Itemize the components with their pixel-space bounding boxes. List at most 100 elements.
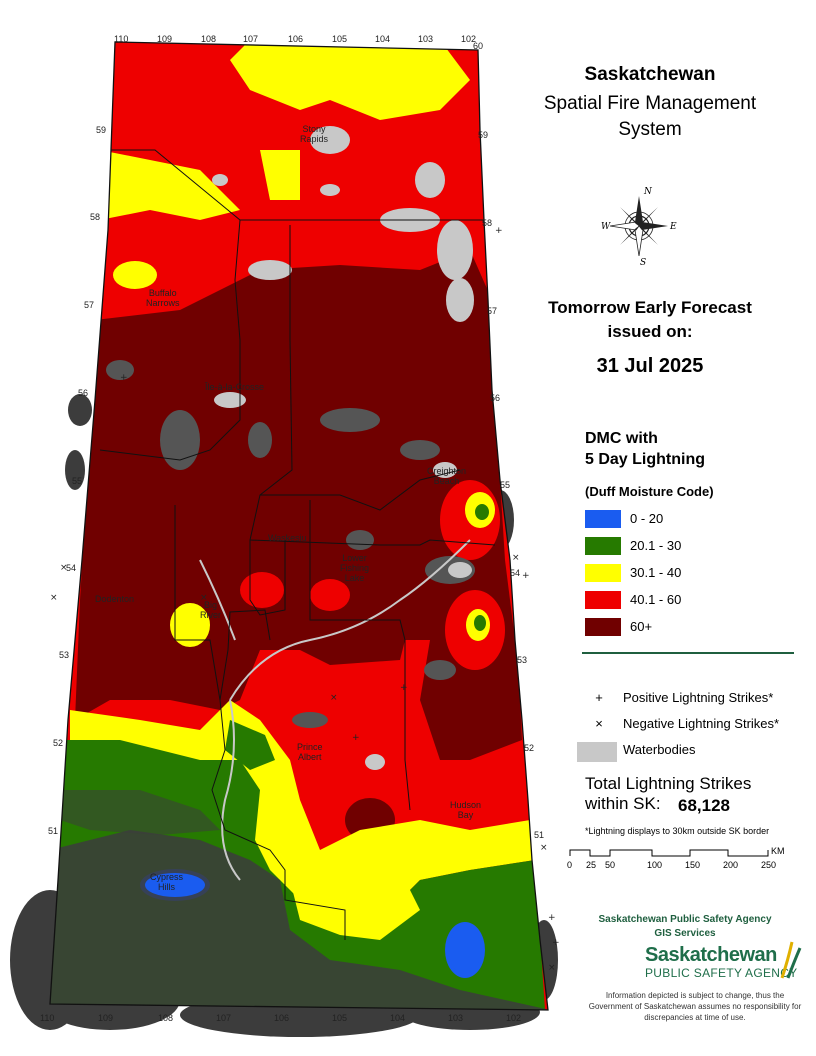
place-label: Hudson Bay xyxy=(450,800,482,820)
legend-class-label: 20.1 - 30 xyxy=(630,538,682,553)
latitude-label-right: 51 xyxy=(534,830,545,840)
latitude-label-right: 55 xyxy=(500,480,511,490)
scale-tick-label: 250 xyxy=(761,860,777,870)
svg-text:×: × xyxy=(50,593,58,603)
longitude-label-top: 104 xyxy=(375,34,391,44)
longitude-label-top: 102 xyxy=(461,34,477,44)
longitude-label-bottom: 103 xyxy=(448,1013,464,1023)
scale-tick-label: 50 xyxy=(605,860,616,870)
agency-logo-sub: PUBLIC SAFETY AGENCY xyxy=(645,966,798,980)
place-label: Buffalo Narrows xyxy=(146,288,180,308)
positive-strike-symbol: + xyxy=(595,690,603,705)
svg-text:×: × xyxy=(200,593,208,603)
svg-text:+: + xyxy=(400,683,408,693)
total-strikes-label: Total Lightning Strikes within SK: xyxy=(585,774,752,813)
compass-rose-icon: N S W E xyxy=(601,187,677,266)
svg-text:×: × xyxy=(330,693,338,703)
longitude-label-bottom: 108 xyxy=(158,1013,174,1023)
legend-title: DMC with 5 Day Lightning xyxy=(585,430,705,468)
svg-text:+: + xyxy=(548,913,556,923)
scale-bar xyxy=(569,849,769,857)
total-strikes-value: 68,128 xyxy=(678,796,730,815)
dmc-classes xyxy=(50,42,548,1010)
legend-subtitle: (Duff Moisture Code) xyxy=(585,484,714,499)
longitude-label-bottom: 105 xyxy=(332,1013,348,1023)
agency-credit: Saskatchewan Public Safety Agency GIS Se… xyxy=(598,914,772,939)
latitude-label-right: 58 xyxy=(482,218,493,228)
longitude-label-bottom: 106 xyxy=(274,1013,290,1023)
waterbodies-label: Waterbodies xyxy=(623,742,696,757)
latitude-label-right: 52 xyxy=(524,743,535,753)
longitude-label-top: 108 xyxy=(201,34,217,44)
svg-text:+: + xyxy=(120,373,128,383)
scale-unit: KM xyxy=(771,846,785,856)
legend-class-label: 30.1 - 40 xyxy=(630,565,682,580)
latitude-label-right: 54 xyxy=(510,568,521,578)
legend-class-label: 0 - 20 xyxy=(630,511,664,526)
svg-text:+: + xyxy=(522,571,530,581)
compass-w: W xyxy=(601,222,611,232)
svg-text:×: × xyxy=(60,563,68,573)
svg-text:×: × xyxy=(540,843,548,853)
latitude-label-left: 59 xyxy=(96,125,107,135)
place-label: Waskesiu xyxy=(268,533,307,543)
latitude-label-right: 57 xyxy=(487,306,498,316)
place-label: Cypress Hills xyxy=(150,872,184,892)
legend-class-label: 60+ xyxy=(630,619,653,634)
longitude-label-top: 107 xyxy=(243,34,259,44)
svg-text:×: × xyxy=(548,963,556,973)
agency-logo-name: Saskatchewan xyxy=(645,944,777,966)
lightning-note: *Lightning displays to 30km outside SK b… xyxy=(585,826,770,836)
scale-tick-label: 25 xyxy=(586,860,597,870)
longitude-label-top: 105 xyxy=(332,34,348,44)
scale-tick-label: 200 xyxy=(723,860,739,870)
latitude-label-left: 52 xyxy=(53,738,64,748)
scale-tick-label: 0 xyxy=(567,860,573,870)
top-right-latitude: 60 xyxy=(473,41,484,51)
svg-text:×: × xyxy=(512,553,520,563)
longitude-label-bottom: 102 xyxy=(506,1013,522,1023)
legend-swatch xyxy=(585,564,621,582)
place-label: Dodenton xyxy=(95,594,135,604)
legend-swatch xyxy=(585,510,621,528)
latitude-label-left: 51 xyxy=(48,826,59,836)
forecast-date: 31 Jul 2025 xyxy=(596,355,704,377)
legend-swatch xyxy=(585,591,621,609)
latitude-label-left: 53 xyxy=(59,650,70,660)
place-label: Lower Fishing Lake xyxy=(340,553,370,583)
negative-strike-label: Negative Lightning Strikes* xyxy=(623,716,780,731)
place-label: Île-à-la-Crosse xyxy=(205,382,265,392)
longitude-label-bottom: 107 xyxy=(216,1013,232,1023)
scale-tick-label: 100 xyxy=(647,860,663,870)
lightning-strike-marks: + × × × + × + + × + × + × + xyxy=(50,226,560,973)
negative-strike-symbol: × xyxy=(595,716,603,731)
compass-e: E xyxy=(669,222,677,232)
svg-text:+: + xyxy=(552,938,560,948)
legend-divider xyxy=(582,652,794,654)
compass-s: S xyxy=(640,258,646,266)
latitude-label-right: 53 xyxy=(517,655,528,665)
forecast-heading: Tomorrow Early Forecast issued on: xyxy=(548,298,752,341)
latitude-label-left: 58 xyxy=(90,212,101,222)
latitude-label-right: 56 xyxy=(490,393,501,403)
legend-class-label: 40.1 - 60 xyxy=(630,592,682,607)
svg-text:+: + xyxy=(495,226,503,236)
svg-text:+: + xyxy=(352,733,360,743)
positive-strike-label: Positive Lightning Strikes* xyxy=(623,690,774,705)
disclaimer: Information depicted is subject to chang… xyxy=(588,991,802,1022)
place-label: Creighton Beach xyxy=(427,466,467,486)
longitude-label-top: 103 xyxy=(418,34,434,44)
map-subtitle: Spatial Fire Management System xyxy=(543,93,757,140)
latitude-label-left: 54 xyxy=(66,563,77,573)
wheat-logo-icon xyxy=(780,941,802,979)
compass-n: N xyxy=(643,187,653,197)
place-label: Prince Albert xyxy=(297,742,323,762)
latitude-label-left: 55 xyxy=(72,476,83,486)
legend-swatch xyxy=(585,537,621,555)
map-title: Saskatchewan xyxy=(584,64,716,85)
place-label: Stony Rapids xyxy=(300,124,329,144)
waterbodies-swatch xyxy=(577,742,617,762)
longitude-label-top: 109 xyxy=(157,34,173,44)
latitude-label-right: 59 xyxy=(478,130,489,140)
legend-swatch xyxy=(585,618,621,636)
